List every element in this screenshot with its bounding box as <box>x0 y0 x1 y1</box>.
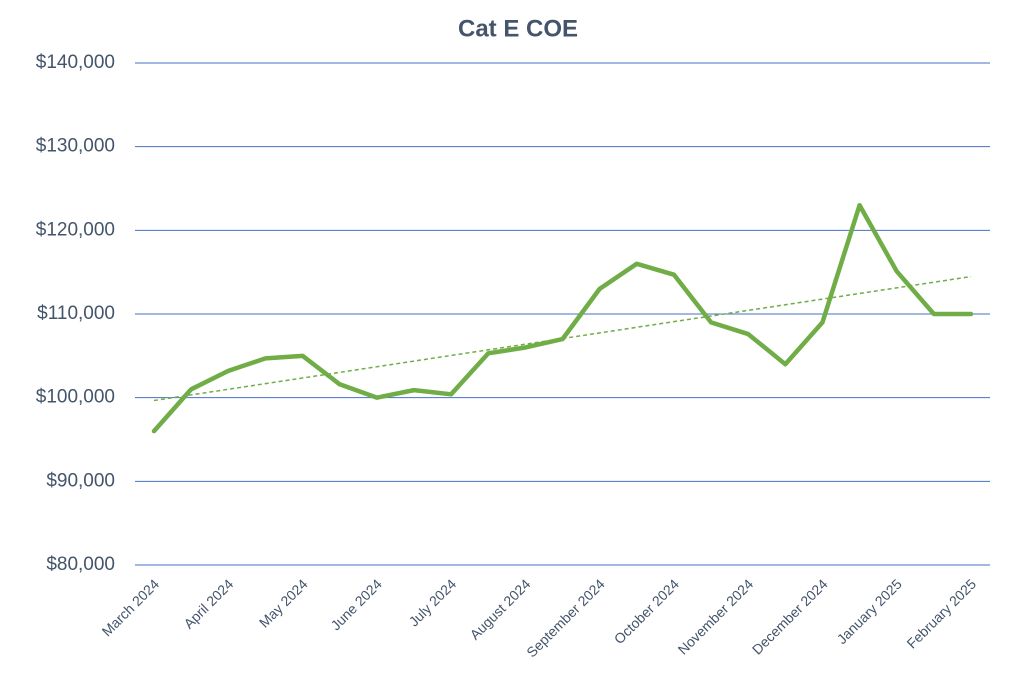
y-tick-label: $90,000 <box>46 470 115 491</box>
x-tick-label: November 2024 <box>675 576 757 658</box>
y-tick-label: $110,000 <box>37 303 115 324</box>
x-tick-label: March 2024 <box>99 576 163 640</box>
x-tick-label: December 2024 <box>749 576 831 658</box>
y-tick-label: $120,000 <box>36 219 115 240</box>
x-tick-label: January 2025 <box>834 576 905 647</box>
line <box>151 202 974 434</box>
x-tick-label: May 2024 <box>256 576 311 631</box>
y-tick-label: $80,000 <box>46 554 115 575</box>
chart-title: Cat E COE <box>458 15 578 42</box>
x-tick-label: October 2024 <box>611 576 682 647</box>
y-tick-label: $100,000 <box>36 387 115 408</box>
x-tick-label: August 2024 <box>467 576 534 643</box>
y-tick-label: $130,000 <box>36 136 115 157</box>
x-tick-label: June 2024 <box>327 576 385 634</box>
y-tick-label: $140,000 <box>36 52 115 73</box>
x-tick-label: April 2024 <box>180 576 236 632</box>
x-tick-label: February 2025 <box>903 576 979 652</box>
x-tick-label: September 2024 <box>523 576 608 661</box>
x-tick-label: July 2024 <box>406 576 460 630</box>
